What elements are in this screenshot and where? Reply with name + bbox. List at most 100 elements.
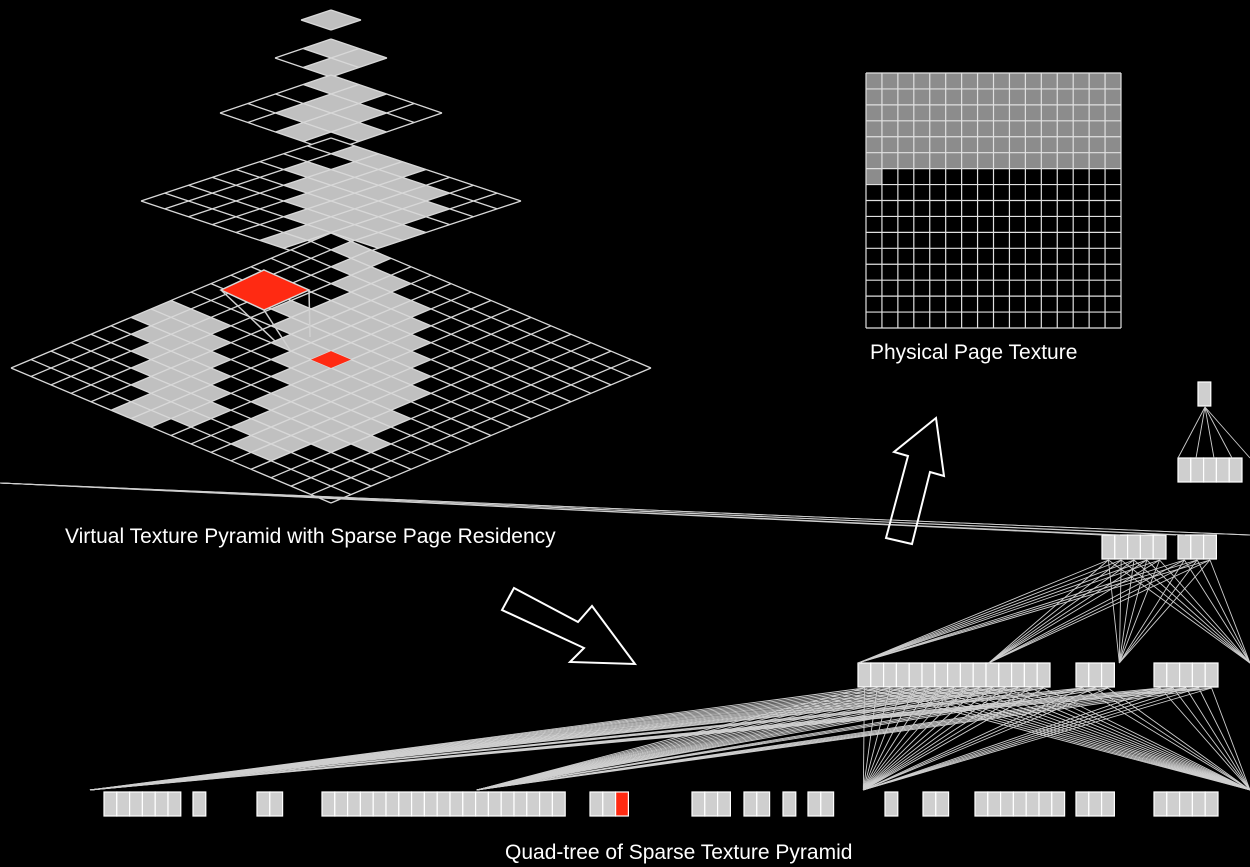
quadtree-node <box>1114 534 1129 560</box>
grid-line <box>50 350 372 487</box>
quadtree-edge <box>1172 687 1250 791</box>
quadtree-node <box>946 662 961 688</box>
quadtree-edge <box>1204 406 1250 459</box>
quadtree-edge <box>1159 559 1250 664</box>
quadtree-edge <box>988 559 1148 664</box>
quadtree-node <box>716 791 731 817</box>
quadtree-node <box>857 662 872 688</box>
grid-line <box>130 316 452 453</box>
quadtree-edge <box>857 559 1160 664</box>
quadtree-node <box>895 662 910 688</box>
quadtree-leaf-group <box>743 791 771 817</box>
quadtree-node <box>411 791 426 817</box>
quadtree-node <box>972 662 987 688</box>
quadtree-edge <box>1146 559 1250 664</box>
grid-line <box>270 342 592 479</box>
pyramid-level <box>300 9 362 31</box>
quadtree-edge <box>1185 687 1250 791</box>
quadtree-leaf-group <box>807 791 835 817</box>
quadtree-edge <box>1118 559 1148 664</box>
quadtree-node <box>334 791 349 817</box>
projection-line <box>308 289 311 338</box>
quadtree-node <box>820 791 835 817</box>
quadtree-edge <box>1108 559 1250 664</box>
quadtree-edge <box>1118 559 1161 664</box>
pyramid-level <box>140 137 522 265</box>
quadtree-edge <box>1118 559 1198 664</box>
quadtree-node <box>1153 791 1168 817</box>
grid-line <box>10 367 332 504</box>
quadtree-node <box>1075 791 1090 817</box>
quadtree-leaf-group <box>321 791 566 817</box>
grid-line <box>235 168 427 234</box>
quadtree-node <box>129 791 144 817</box>
quadtree-node <box>589 791 604 817</box>
quadtree-leaf-group <box>782 791 797 817</box>
quadtree-node <box>1101 534 1116 560</box>
quadtree-node <box>359 791 374 817</box>
quadtree-node <box>782 791 797 817</box>
quadtree-node <box>1191 791 1206 817</box>
quadtree-edge <box>988 559 1185 664</box>
quadtree-node <box>807 791 822 817</box>
quadtree-node <box>167 791 182 817</box>
pyramid-level <box>219 74 443 152</box>
quadtree-node <box>1012 791 1027 817</box>
highlighted-page-magnified <box>219 269 311 311</box>
quadtree-node <box>998 662 1013 688</box>
quadtree-level-2 <box>1101 534 1167 560</box>
quadtree-edge <box>476 687 1044 791</box>
pyramid-caption: Virtual Texture Pyramid with Sparse Page… <box>65 525 556 548</box>
quadtree-edge <box>988 559 1135 664</box>
quadtree-level-3 <box>1153 662 1219 688</box>
quadtree-edge <box>0 482 1186 536</box>
quadtree-node <box>985 662 1000 688</box>
quadtree-node <box>436 791 451 817</box>
quadtree-node <box>1215 457 1230 483</box>
quadtree-leaf-group <box>192 791 207 817</box>
quadtree-edge <box>863 687 980 791</box>
quadtree-node <box>882 662 897 688</box>
pyramid-level <box>274 38 388 78</box>
quadtree-node <box>1139 534 1154 560</box>
quadtree-node <box>1166 662 1181 688</box>
resident-page <box>301 10 361 30</box>
quadtree-node <box>141 791 156 817</box>
grid-line <box>110 325 432 462</box>
quadtree-node <box>959 662 974 688</box>
quadtree-node <box>526 791 541 817</box>
quadtree-node <box>987 791 1002 817</box>
quadtree-leaf-group <box>974 791 1066 817</box>
quadtree-node <box>704 791 719 817</box>
quadtree-node <box>372 791 387 817</box>
quadtree-edge <box>0 482 1250 536</box>
quadtree-node <box>321 791 336 817</box>
quadtree-leaf-group <box>884 791 899 817</box>
grid-line <box>330 57 388 78</box>
quadtree-node <box>423 791 438 817</box>
quadtree-node <box>1036 662 1051 688</box>
quadtree-node <box>475 791 490 817</box>
quadtree-node <box>347 791 362 817</box>
quadtree-node <box>884 791 899 817</box>
projection-line <box>220 289 277 343</box>
quadtree-edge <box>0 482 1121 536</box>
quadtree-leaf-group <box>922 791 950 817</box>
grid-line <box>90 333 412 470</box>
quadtree-node <box>385 791 400 817</box>
physical-page-texture <box>865 72 1122 329</box>
quadtree-edge <box>1177 406 1206 459</box>
quadtree-edge <box>857 559 1135 664</box>
grid-line <box>303 102 415 143</box>
quadtree-edge <box>857 559 1198 664</box>
quadtree-node <box>691 791 706 817</box>
quadtree-edge <box>89 687 1212 791</box>
quadtree-node <box>1177 457 1192 483</box>
projection-line <box>263 309 291 351</box>
grid-line <box>212 176 403 241</box>
quadtree-edge <box>1118 559 1211 664</box>
quadtree-leaf-group <box>1153 791 1219 817</box>
quadtree-edge <box>1204 406 1233 459</box>
quadtree-leaf-group <box>256 791 284 817</box>
quadtree-node <box>756 791 771 817</box>
